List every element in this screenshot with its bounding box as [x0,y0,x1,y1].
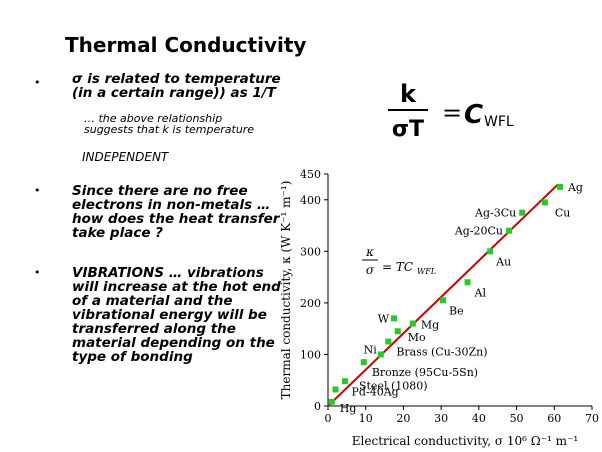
formula-numerator: k [400,80,417,108]
formula-constant: C [464,100,483,130]
bullet-text-sigma: σ is related to temperature (in a certai… [72,71,281,101]
chart-points [328,183,563,405]
x-axis-label: Electrical conductivity, σ 10⁶ Ω⁻¹ m⁻¹ [352,434,578,448]
data-point [556,183,563,190]
y-tick-label: 300 [300,245,321,258]
formula-denominator: σT [392,117,424,142]
y-tick-label: 0 [314,400,321,413]
y-tick-label: 450 [300,168,321,181]
data-label: Ni [364,343,378,356]
data-label: Cu [555,206,571,219]
annotation-rhs-subscript: WFL [417,267,436,276]
x-tick-label: 0 [325,412,332,425]
data-label: Mg [421,319,439,332]
x-tick-label: 20 [396,412,410,425]
data-label: Pd-40Ag [352,386,399,399]
data-point [328,398,335,405]
annotation-rhs: = TC [382,260,413,274]
data-label: Mo [408,331,426,344]
data-label: Ag-20Cu [454,225,503,238]
sub-note: … the above relationship suggests that k… [84,112,255,136]
data-label: Be [449,304,464,317]
chart-axes [327,174,592,407]
data-point [464,279,471,286]
x-tick-label: 50 [510,412,524,425]
data-label: Brass (Cu-30Zn) [396,346,487,359]
data-point [541,199,548,206]
x-tick-label: 30 [434,412,448,425]
formula-subscript: WFL [484,114,514,130]
data-point [506,227,513,234]
data-point [394,328,401,335]
annotation-denominator: σ [366,263,375,277]
data-label: Ag-3Cu [474,207,516,220]
data-point [440,297,447,304]
data-point [341,378,348,385]
x-tick-label: 10 [359,412,373,425]
y-axis-label: Thermal conductivity, κ (W K⁻¹ m⁻¹) [279,181,293,400]
independent-label: INDEPENDENT [82,150,169,164]
x-tick-label: 60 [547,412,561,425]
bullet-marker: • [34,184,41,197]
data-label: W [378,312,390,325]
x-tick-label: 40 [472,412,486,425]
fit-line [327,183,559,407]
data-point [487,248,494,255]
bullet-text-vibrations: VIBRATIONS … vibrations will increase at… [72,265,281,365]
bullet-marker: • [34,266,41,279]
data-point [360,359,367,366]
chart-annotation: κ σ = TC WFL [362,245,436,277]
data-label: Hg [340,402,357,415]
slide-title: Thermal Conductivity [65,33,307,57]
data-label: Au [495,255,511,268]
y-tick-label: 400 [300,194,321,207]
data-label: Al [474,286,487,299]
conductivity-chart: 0 10 20 30 40 50 60 70 0 100 200 300 400 450 Hg Pd-40A… [279,168,599,448]
data-point [391,315,397,322]
y-tick-label: 100 [300,348,321,361]
bullet-marker: • [34,76,41,89]
formula-equals: = [442,99,462,127]
data-point [332,386,339,393]
data-point [519,209,526,216]
wiedemann-franz-formula: k σT = C WFL [388,80,514,142]
bullet-text-nonmetals: Since there are no free electrons in non… [72,183,280,241]
data-label: Ag [567,181,583,194]
y-tick-label: 200 [300,297,321,310]
data-label: Bronze (95Cu-5Sn) [372,366,478,379]
data-point [377,351,384,358]
data-label: Steel (1080) [359,379,428,392]
annotation-numerator: κ [365,245,374,259]
data-point [409,320,416,327]
chart-ticks: 0 10 20 30 40 50 60 70 0 100 200 300 400 450 [300,168,599,425]
data-point [385,338,392,345]
x-tick-label: 70 [585,412,599,425]
